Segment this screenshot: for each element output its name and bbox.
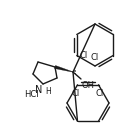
Text: Cl: Cl: [71, 89, 80, 98]
Text: Cl: Cl: [95, 89, 104, 98]
Text: H: H: [45, 87, 51, 96]
Text: N: N: [35, 85, 42, 95]
Text: Cl: Cl: [91, 53, 99, 62]
Text: OH: OH: [82, 81, 95, 90]
Polygon shape: [55, 65, 73, 72]
Text: Cl: Cl: [80, 51, 88, 60]
Text: HCl: HCl: [24, 90, 38, 99]
